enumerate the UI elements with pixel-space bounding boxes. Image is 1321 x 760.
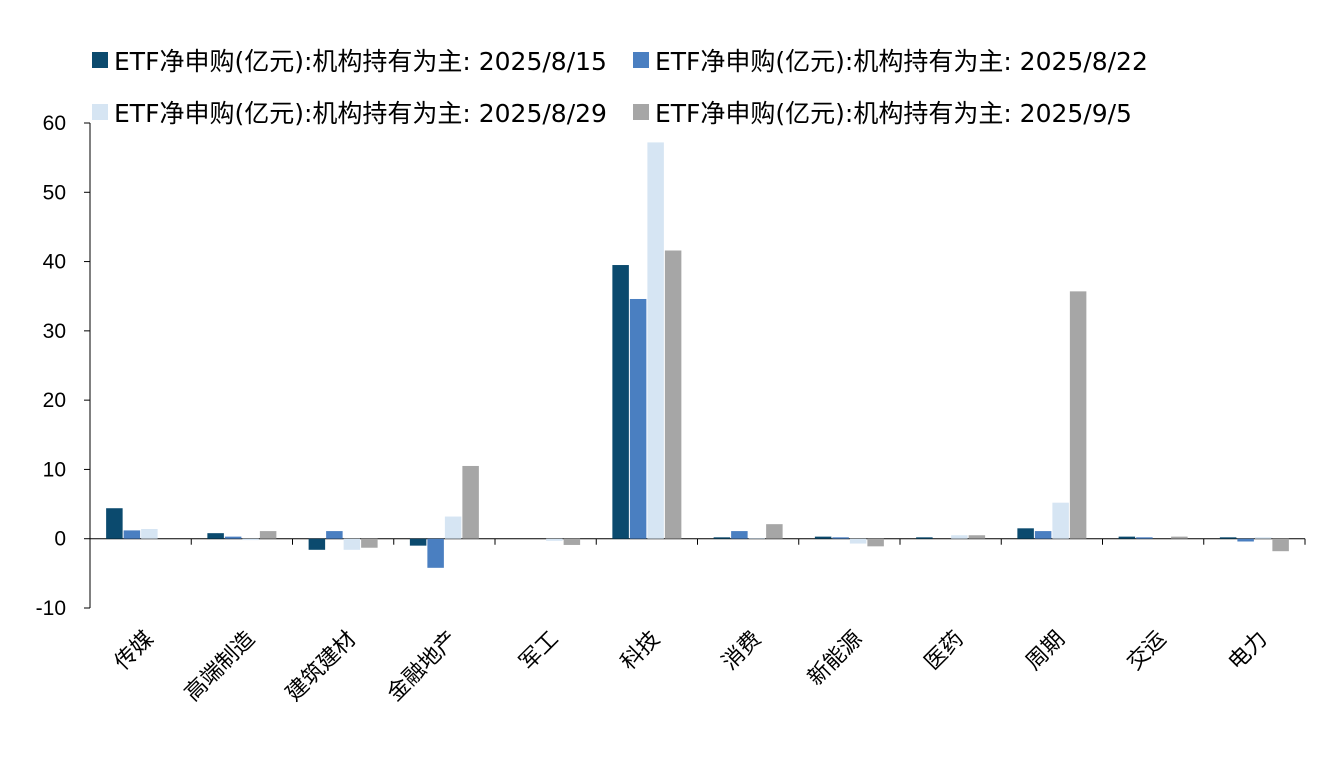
legend-swatch-3: [92, 104, 108, 120]
bar: [1237, 538, 1254, 542]
bar: [951, 535, 968, 539]
legend-label-2: ETF净申购(亿元):机构持有为主: 2025/8/22: [654, 47, 1148, 76]
x-category-label: 电力: [1224, 627, 1273, 676]
bar: [916, 537, 933, 539]
bar: [832, 537, 849, 539]
legend-label-1: ETF净申购(亿元):机构持有为主: 2025/8/15: [114, 47, 607, 76]
bar: [647, 142, 664, 539]
bar: [141, 529, 158, 539]
bar: [409, 538, 427, 546]
bar: [1136, 537, 1153, 539]
x-category-label: 科技: [616, 627, 665, 676]
x-category-label: 建筑建材: [281, 627, 361, 707]
bar: [713, 537, 731, 539]
x-category-label: 新能源: [803, 627, 867, 691]
x-category-label: 交运: [1123, 627, 1172, 676]
bar: [308, 538, 326, 550]
legend-swatch-4: [632, 104, 649, 120]
bar: [1052, 502, 1069, 539]
bar: [326, 531, 343, 539]
y-tick-label: 50: [43, 181, 66, 204]
y-tick-label: -10: [36, 597, 66, 620]
x-category-label: 周期: [1021, 627, 1070, 676]
legend-swatch-2: [632, 52, 649, 68]
bar: [123, 530, 141, 539]
legend-label-3: ETF净申购(亿元):机构持有为主: 2025/8/29: [114, 99, 607, 128]
bar: [814, 536, 832, 539]
bar: [462, 465, 479, 539]
x-category-label: 医药: [920, 627, 969, 676]
bar: [1171, 536, 1188, 539]
legend-row-2: ETF净申购(亿元):机构持有为主: 2025/8/29 ETF净申购(亿元):…: [92, 86, 1292, 138]
bar: [731, 531, 748, 539]
bar: [748, 538, 766, 539]
bar: [1017, 528, 1034, 539]
y-tick-label: 40: [43, 251, 66, 274]
bar: [563, 538, 581, 545]
y-tick-label: 60: [43, 112, 66, 135]
bar: [224, 536, 242, 539]
y-tick-label: 0: [54, 528, 66, 551]
axes: [84, 122, 1306, 609]
bar: [766, 524, 783, 539]
bar: [259, 531, 277, 539]
legend: ETF净申购(亿元):机构持有为主: 2025/8/15 ETF净申购(亿元):…: [92, 34, 1292, 138]
bar: [1069, 291, 1087, 539]
x-category-label: 高端制造: [180, 627, 260, 707]
bar: [664, 250, 682, 539]
x-category-label: 军工: [515, 627, 564, 676]
bar: [1034, 531, 1052, 539]
bar: [612, 265, 629, 539]
bar: [242, 538, 259, 541]
bar: [106, 508, 123, 539]
legend-label-4: ETF净申购(亿元):机构持有为主: 2025/9/5: [654, 99, 1132, 128]
bar: [1272, 538, 1289, 552]
legend-item-4: ETF净申购(亿元):机构持有为主: 2025/9/5: [632, 94, 1132, 130]
bars: [106, 142, 1289, 568]
bar: [968, 535, 986, 539]
legend-row-1: ETF净申购(亿元):机构持有为主: 2025/8/15 ETF净申购(亿元):…: [92, 34, 1292, 86]
bar: [867, 538, 884, 547]
bar: [427, 538, 444, 568]
bar: [207, 533, 224, 539]
legend-item-3: ETF净申购(亿元):机构持有为主: 2025/8/29: [92, 94, 607, 130]
bar: [546, 538, 563, 541]
y-tick-label: 10: [43, 458, 66, 481]
x-category-label: 消费: [718, 627, 767, 676]
legend-item-2: ETF净申购(亿元):机构持有为主: 2025/8/22: [632, 42, 1148, 78]
x-category-label: 金融地产: [383, 627, 463, 707]
bar: [629, 298, 647, 539]
bar: [1254, 537, 1272, 539]
x-category-label: 传媒: [110, 627, 159, 676]
y-tick-label: 20: [43, 389, 66, 412]
bar: [343, 538, 361, 550]
bar: [361, 538, 378, 548]
bar: [1219, 537, 1237, 539]
legend-swatch-1: [92, 52, 108, 68]
bar: [444, 516, 462, 539]
legend-item-1: ETF净申购(亿元):机构持有为主: 2025/8/15: [92, 42, 607, 78]
bar: [1118, 536, 1136, 539]
bar: [849, 538, 867, 544]
y-tick-label: 30: [43, 320, 66, 343]
